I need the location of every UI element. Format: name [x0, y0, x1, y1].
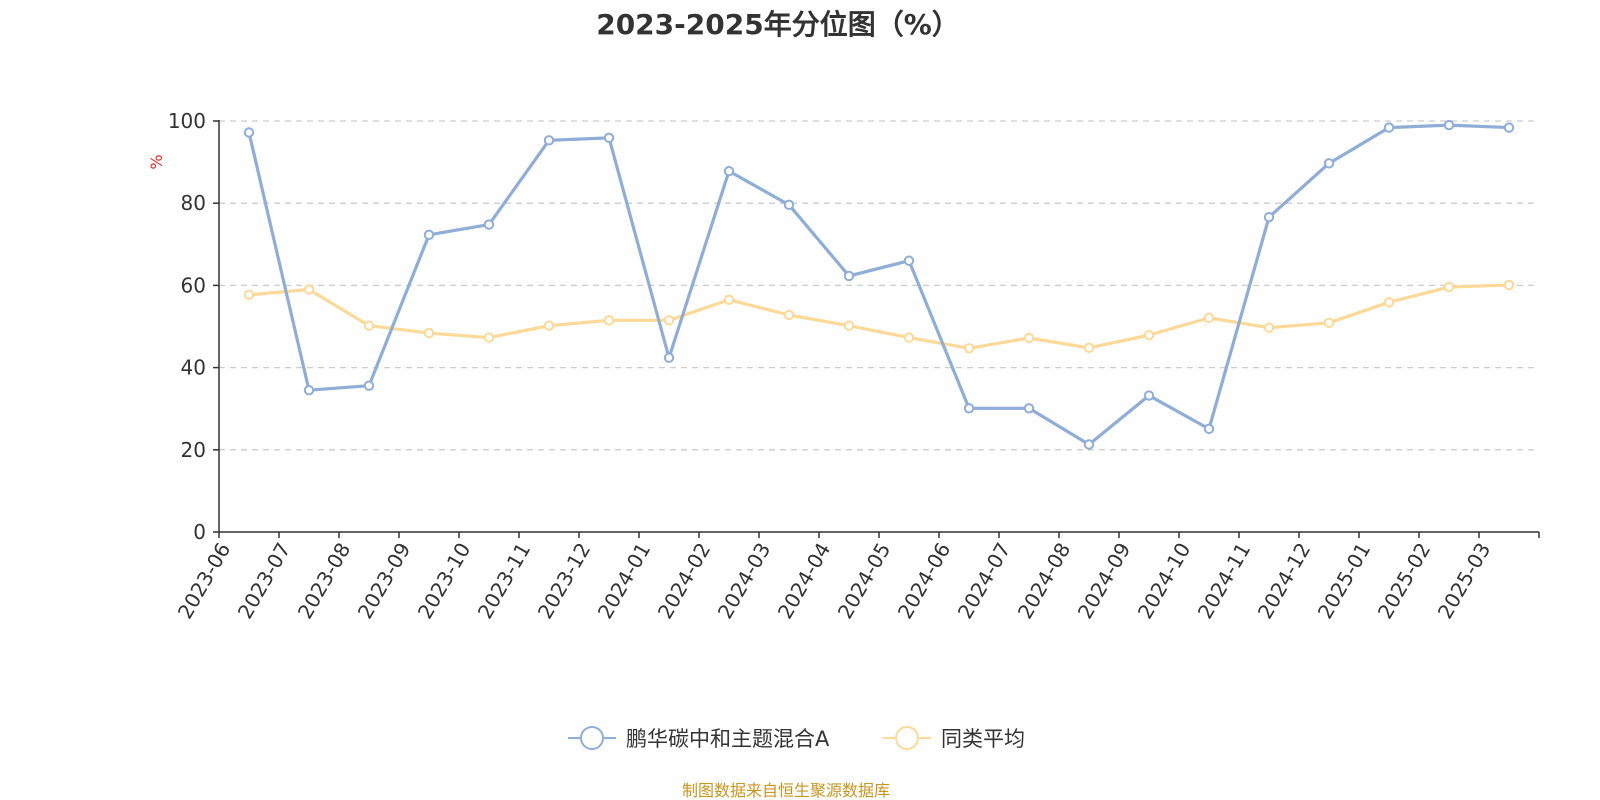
x-tick-label: 2024-04: [773, 539, 836, 623]
data-point[interactable]: [483, 332, 495, 343]
data-point[interactable]: [843, 270, 855, 282]
data-point[interactable]: [363, 380, 375, 391]
series-1: [243, 279, 1515, 354]
grid-lines: [219, 120, 1539, 451]
data-point[interactable]: [363, 320, 375, 331]
y-tick-label: 40: [181, 356, 206, 380]
data-point[interactable]: [1023, 332, 1035, 344]
data-point[interactable]: [1203, 312, 1215, 324]
data-point[interactable]: [303, 284, 315, 295]
data-point[interactable]: [603, 132, 615, 144]
y-tick-label: 80: [181, 191, 206, 215]
data-point[interactable]: [843, 320, 855, 331]
data-point[interactable]: [1203, 423, 1215, 435]
data-point[interactable]: [603, 315, 615, 326]
x-tick-label: 2025-02: [1373, 539, 1436, 623]
data-point[interactable]: [1503, 279, 1515, 291]
source-note: 制图数据来自恒生聚源数据库: [682, 781, 890, 800]
data-point[interactable]: [1443, 119, 1455, 131]
data-point[interactable]: [483, 219, 495, 230]
legend[interactable]: 鹏华碳中和主题混合A 同类平均: [568, 726, 1025, 751]
data-point[interactable]: [903, 332, 915, 343]
data-point[interactable]: [1443, 281, 1455, 293]
x-tick-label: 2023-08: [293, 539, 356, 623]
legend-label: 鹏华碳中和主题混合A: [626, 727, 830, 751]
data-point[interactable]: [1083, 342, 1095, 354]
x-tick-label: 2024-03: [713, 539, 776, 623]
x-tick-label: 2023-09: [353, 539, 416, 623]
legend-item[interactable]: 鹏华碳中和主题混合A: [568, 726, 830, 751]
x-tick-label: 2024-02: [653, 539, 716, 623]
data-point[interactable]: [243, 289, 255, 301]
x-tick-label: 2024-07: [953, 539, 1016, 623]
series-line: [247, 283, 1511, 350]
data-point[interactable]: [1023, 403, 1035, 414]
data-point[interactable]: [783, 309, 795, 321]
legend-circle-marker: [580, 726, 604, 750]
data-point[interactable]: [1143, 329, 1155, 341]
data-point[interactable]: [1083, 439, 1095, 450]
y-tick-label: 60: [181, 273, 206, 297]
x-tick-label: 2025-03: [1433, 539, 1496, 623]
y-axis-unit-label: %: [147, 154, 166, 169]
x-tick-label: 2023-06: [173, 539, 236, 623]
chart-title: 2023-2025年分位图（%）: [596, 8, 960, 41]
data-point[interactable]: [1143, 390, 1155, 401]
data-point[interactable]: [423, 327, 435, 339]
data-point[interactable]: [903, 255, 915, 266]
legend-circle-marker: [895, 726, 919, 750]
data-point[interactable]: [243, 127, 255, 138]
data-point[interactable]: [963, 343, 975, 354]
x-tick-label: 2023-12: [533, 539, 596, 623]
x-tick-label: 2023-10: [413, 539, 476, 623]
series-0: [243, 119, 1515, 450]
series-lines: [243, 119, 1515, 450]
axes: 0 20 40 60 80 100 2023-062023-072023-082023-09…: [168, 109, 1540, 623]
data-point[interactable]: [1263, 211, 1275, 223]
x-tick-label: 2023-07: [233, 539, 296, 623]
legend-item[interactable]: 同类平均: [883, 726, 1025, 751]
y-tick-label: 0: [193, 520, 206, 544]
x-tick-label: 2024-08: [1013, 539, 1076, 623]
x-tick-label: 2024-12: [1253, 539, 1316, 623]
data-point[interactable]: [543, 320, 555, 331]
data-point[interactable]: [1323, 158, 1335, 169]
data-point[interactable]: [543, 135, 555, 146]
data-point[interactable]: [1323, 317, 1335, 329]
x-tick-label: 2024-11: [1193, 539, 1256, 623]
x-tick-label: 2025-01: [1313, 539, 1376, 623]
series-line: [247, 123, 1511, 447]
x-tick-label: 2024-09: [1073, 539, 1136, 623]
data-point[interactable]: [1383, 297, 1395, 308]
x-tick-label: 2024-01: [593, 539, 656, 623]
y-tick-label: 20: [181, 438, 206, 462]
x-tick-label: 2024-05: [833, 539, 896, 623]
data-point[interactable]: [423, 229, 435, 241]
data-point[interactable]: [723, 165, 735, 177]
data-point[interactable]: [663, 315, 675, 326]
data-point[interactable]: [783, 199, 795, 211]
data-point[interactable]: [963, 403, 975, 414]
data-point[interactable]: [1383, 122, 1395, 133]
x-tick-label: 2023-11: [473, 539, 536, 623]
x-tick-label: 2024-06: [893, 539, 956, 623]
data-point[interactable]: [723, 294, 735, 305]
y-tick-label: 100: [168, 109, 206, 133]
data-point[interactable]: [1503, 122, 1515, 133]
x-tick-label: 2024-10: [1133, 539, 1196, 623]
data-point[interactable]: [303, 385, 315, 396]
legend-label: 同类平均: [941, 727, 1025, 751]
data-point[interactable]: [1263, 322, 1275, 333]
data-point[interactable]: [663, 352, 675, 363]
